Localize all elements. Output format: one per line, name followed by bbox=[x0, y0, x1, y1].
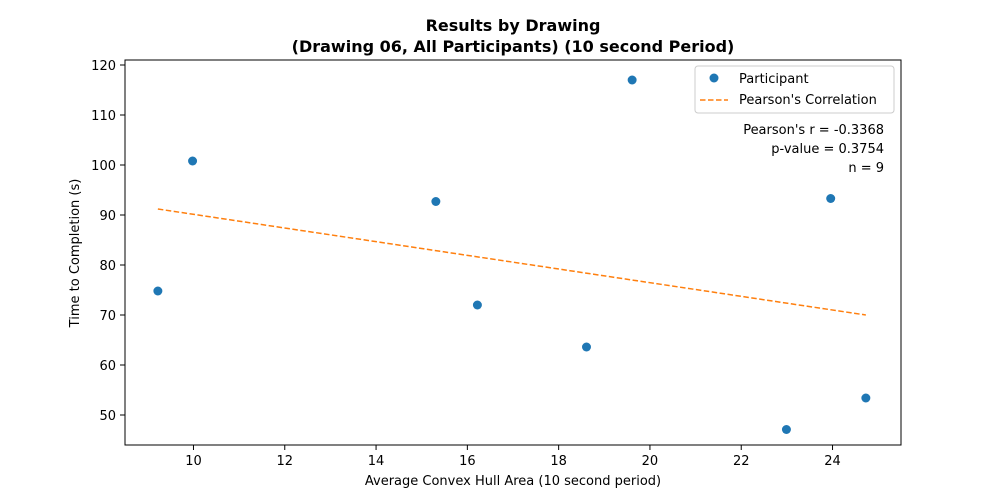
y-tick-label: 90 bbox=[99, 209, 116, 224]
x-tick-label: 20 bbox=[642, 454, 659, 469]
legend-box bbox=[694, 65, 895, 114]
y-tick-label: 120 bbox=[91, 59, 116, 74]
data-point-4 bbox=[472, 300, 482, 310]
data-point-3 bbox=[431, 197, 441, 206]
x-tick-label: 10 bbox=[185, 454, 202, 469]
correlation-line bbox=[157, 208, 866, 316]
data-point-8 bbox=[826, 194, 836, 203]
plot-area bbox=[153, 75, 871, 434]
data-point-2 bbox=[188, 156, 198, 166]
data-point-1 bbox=[153, 286, 163, 296]
y-tick-label: 100 bbox=[91, 159, 116, 174]
x-tick-label: 12 bbox=[276, 454, 293, 469]
y-tick-label: 50 bbox=[99, 409, 116, 424]
y-tick-label: 60 bbox=[99, 359, 116, 374]
axes-frame bbox=[124, 59, 902, 446]
x-tick-label: 18 bbox=[550, 454, 567, 469]
legend: Participant Pearson's Correlation bbox=[694, 65, 895, 114]
x-axis: 10 12 14 16 18 20 22 24 bbox=[185, 445, 841, 469]
y-tick-label: 110 bbox=[91, 109, 116, 124]
x-tick-label: 14 bbox=[368, 454, 385, 469]
x-tick-label: 24 bbox=[824, 454, 841, 469]
legend-label-correlation: Pearson's Correlation bbox=[739, 93, 877, 108]
p-value-label: p-value = 0.3754 bbox=[771, 142, 884, 157]
y-axis-label: Time to Completion (s) bbox=[68, 179, 83, 329]
y-axis: 50 60 70 80 90 100 110 120 bbox=[91, 59, 125, 424]
legend-label-participant: Participant bbox=[739, 72, 809, 87]
x-tick-label: 22 bbox=[733, 454, 750, 469]
n-label: n = 9 bbox=[848, 161, 884, 176]
pearson-r-label: Pearson's r = -0.3368 bbox=[743, 123, 884, 138]
data-point-9 bbox=[861, 393, 871, 403]
legend-marker-participant bbox=[709, 73, 719, 83]
y-tick-label: 80 bbox=[99, 259, 116, 274]
chart-title-line1: Results by Drawing bbox=[426, 16, 601, 35]
data-point-6 bbox=[627, 75, 637, 85]
chart-title-line2: (Drawing 06, All Participants) (10 secon… bbox=[292, 37, 735, 56]
x-tick-label: 16 bbox=[459, 454, 476, 469]
x-axis-label: Average Convex Hull Area (10 second peri… bbox=[365, 474, 661, 489]
data-point-7 bbox=[781, 425, 791, 434]
data-point-5 bbox=[581, 342, 591, 352]
y-tick-label: 70 bbox=[99, 309, 116, 324]
